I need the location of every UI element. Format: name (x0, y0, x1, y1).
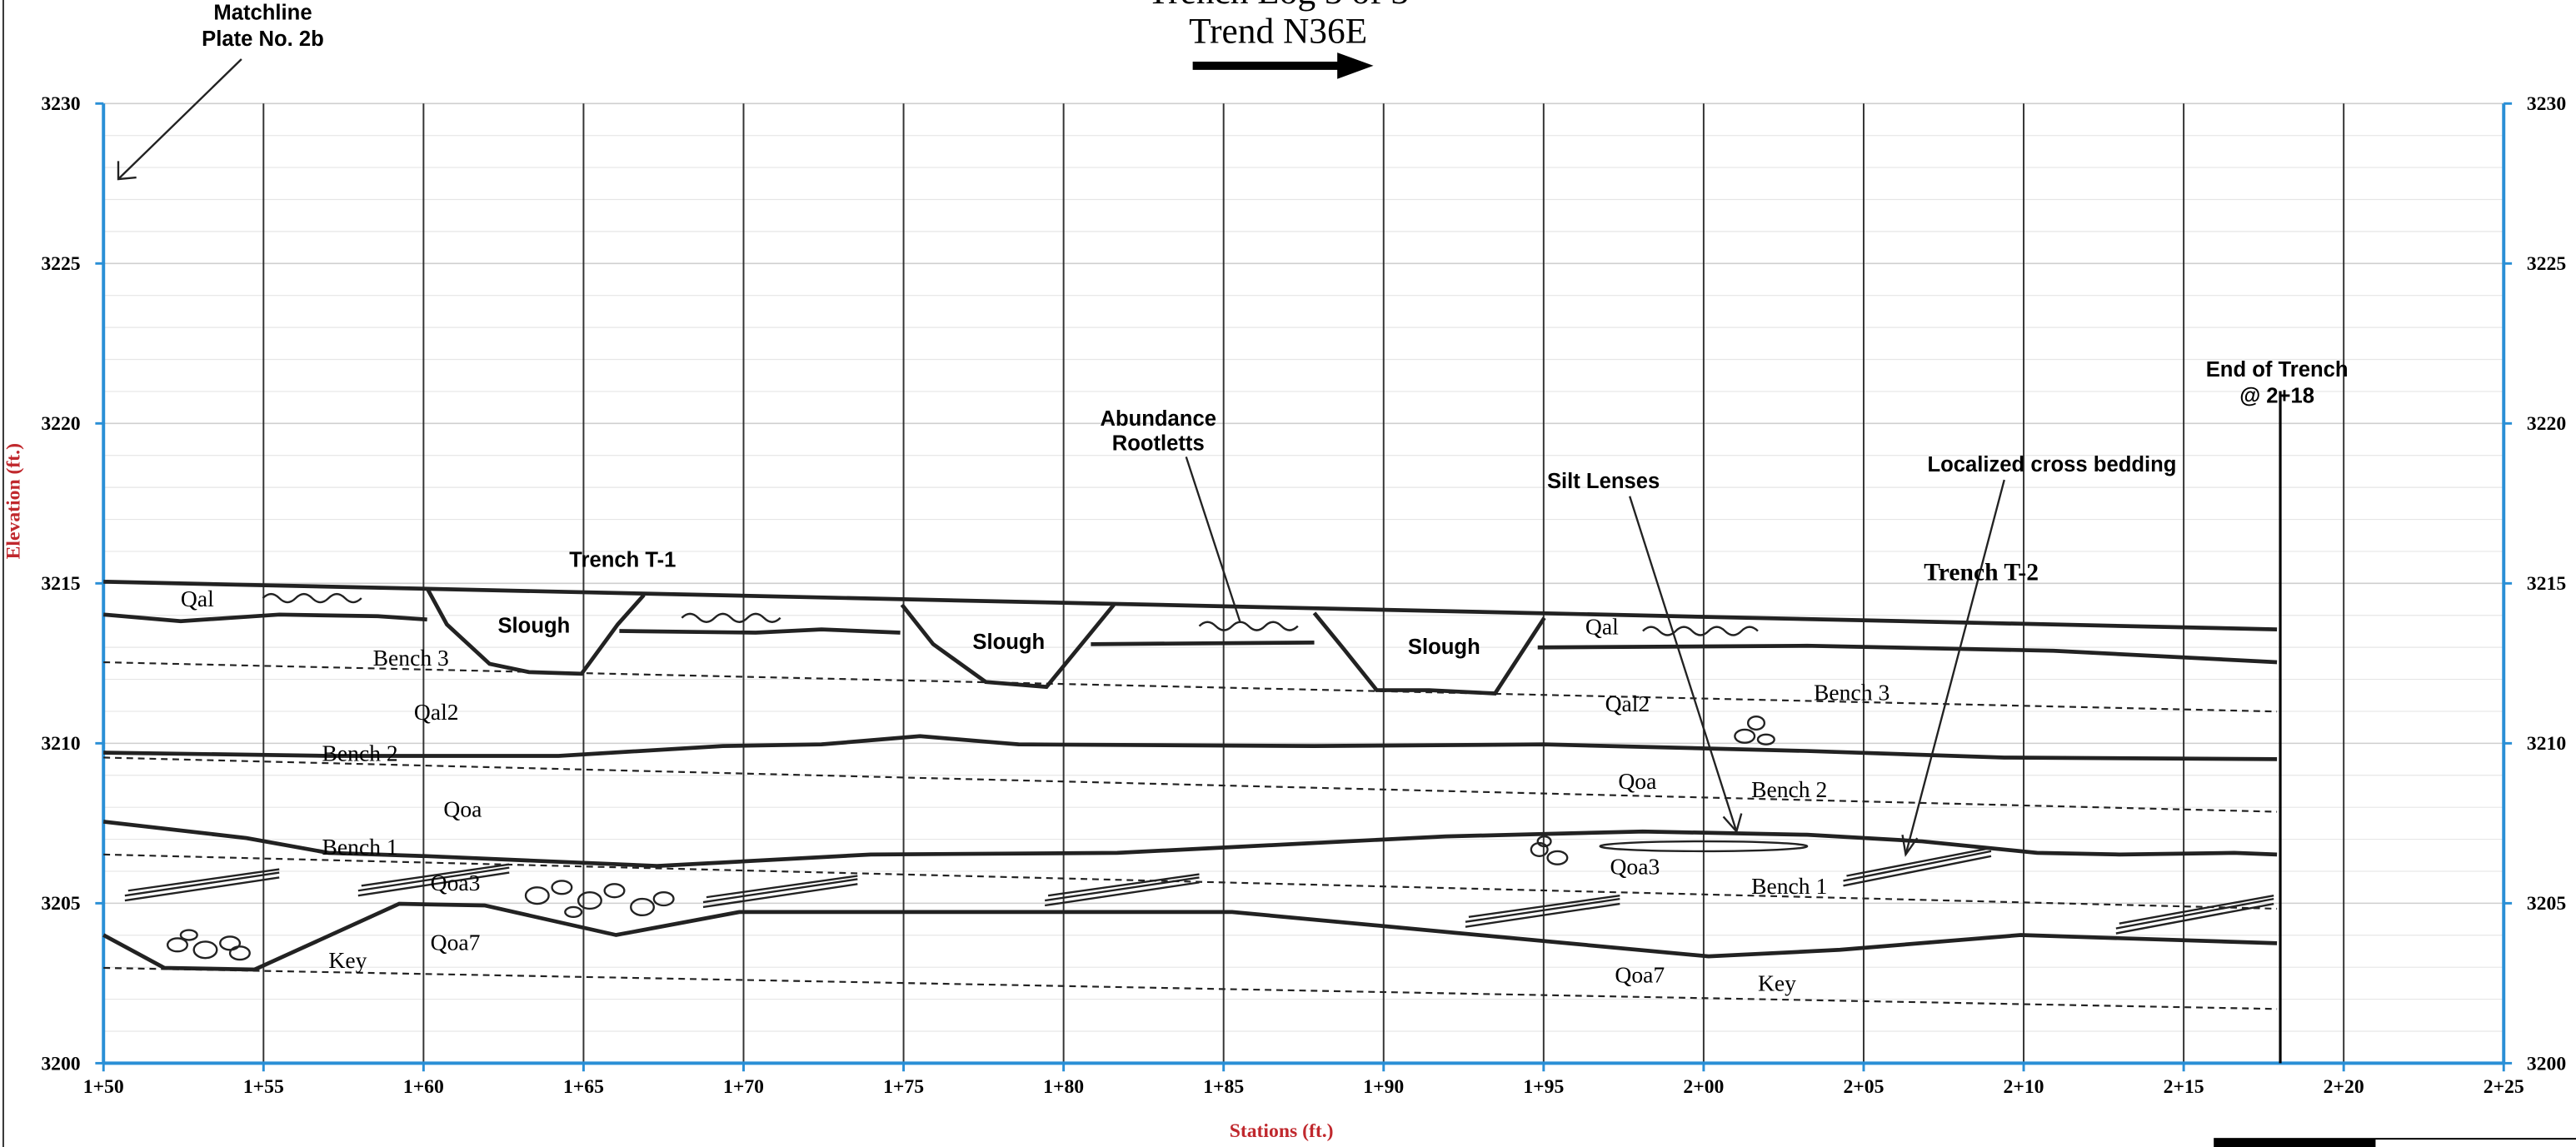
trench-log: Trench Log 3 of 3 Trend N36E Matchline P… (0, 0, 2576, 1147)
bench-label: Bench 1 (322, 834, 397, 860)
annotation: End of Trench (2206, 358, 2349, 382)
y-tick-label: 3230 (2527, 93, 2566, 115)
x-tick-label: 2+10 (2004, 1076, 2044, 1098)
unit-label: Qoa3 (1610, 854, 1660, 880)
x-tick-label: 1+90 (1363, 1076, 1404, 1098)
annotation: Abundance (1100, 407, 1216, 431)
x-tick-label: 1+55 (243, 1076, 284, 1098)
bench-label: Bench 3 (373, 645, 449, 671)
y-tick-label: 3210 (41, 733, 80, 755)
annotation: Silt Lenses (1547, 470, 1660, 493)
bench-label: Bench 1 (1751, 873, 1827, 899)
page: Trench Log {"header": {"title": "Trench … (0, 0, 2576, 1147)
y-tick-label: 3225 (41, 253, 80, 275)
y-tick-label: 3225 (2527, 253, 2566, 275)
gravel (526, 880, 673, 916)
y-tick-label: 3230 (41, 93, 80, 115)
x-tick-label: 1+60 (403, 1076, 444, 1098)
annotation: @ 2+18 (2239, 384, 2314, 407)
bench-line (103, 968, 2277, 1009)
leader (1186, 456, 1241, 622)
x-tick-label: 2+00 (1683, 1076, 1724, 1098)
bench-label: Bench 3 (1814, 679, 1890, 705)
unit-label: Qoa (443, 795, 482, 821)
y-tick-label: 3220 (2527, 413, 2566, 435)
slough-label: Slough (497, 615, 570, 638)
annotation: Rootletts (1112, 432, 1205, 456)
scale-bar (2214, 1139, 2375, 1147)
matchline: Matchline (213, 2, 312, 25)
y-tick-label: 3200 (2527, 1053, 2566, 1075)
unit-label: Qal (181, 586, 214, 611)
unit-label: Key (328, 947, 367, 973)
y-tick-label: 3215 (2527, 573, 2566, 595)
unit-label: Qoa3 (431, 870, 481, 895)
unit-label: Key (1758, 970, 1796, 996)
gravel (167, 930, 250, 960)
trench-label: Trench T-2 (1924, 559, 2039, 586)
contact (1091, 642, 1314, 644)
cross-bedding (1465, 895, 1620, 926)
bench-label: Bench 2 (1751, 776, 1827, 802)
y-axis-label: Elevation (ft.) (3, 443, 25, 559)
contacts (103, 391, 2280, 1064)
x-tick-label: 1+80 (1043, 1076, 1084, 1098)
y-tick-label: 3220 (41, 413, 80, 435)
x-tick-label: 1+70 (723, 1076, 764, 1098)
x-tick-label: 1+75 (883, 1076, 924, 1098)
leader (118, 59, 242, 179)
x-tick-label: 1+95 (1523, 1076, 1564, 1098)
trench-label: Trench T-1 (569, 549, 676, 572)
unit-label: Qal2 (1605, 691, 1650, 716)
bench-label: Bench 2 (322, 740, 397, 765)
x-tick-label: 1+50 (83, 1076, 124, 1098)
y-tick-label: 3200 (41, 1053, 80, 1075)
gravel (1531, 836, 1567, 865)
matchline: Plate No. 2b (202, 27, 324, 51)
cross-bedding (1844, 848, 1991, 885)
contact (103, 904, 2277, 970)
y-tick-label: 3205 (41, 893, 80, 915)
y-tick-label: 3215 (41, 573, 80, 595)
bench-line (103, 757, 2277, 811)
y-tick-label: 3210 (2527, 733, 2566, 755)
unit-label: Qal (1585, 613, 1619, 639)
title: Trench Log 3 of 3 (1147, 0, 1409, 12)
unit-label: Qoa7 (431, 929, 481, 955)
cross-bedding (1045, 875, 1199, 905)
gravel (1735, 716, 1774, 745)
unit-label: Qoa7 (1615, 962, 1665, 988)
slough-label: Slough (1408, 636, 1480, 659)
trend-arrow-head (1337, 52, 1373, 79)
x-tick-label: 1+85 (1203, 1076, 1244, 1098)
x-tick-label: 2+25 (2484, 1076, 2524, 1098)
x-axis-label: Stations (ft.) (1230, 1120, 1334, 1142)
cross-bedding (125, 870, 279, 900)
contact (619, 630, 900, 633)
cross-bedding (2116, 895, 2274, 933)
x-tick-label: 2+20 (2324, 1076, 2364, 1098)
annotation: Localized cross bedding (1927, 453, 2176, 476)
unit-label: Qoa (1618, 768, 1656, 794)
x-tick-label: 1+65 (563, 1076, 604, 1098)
x-tick-label: 2+15 (2164, 1076, 2204, 1098)
leader (1905, 480, 2004, 855)
contact (1538, 646, 2277, 662)
x-tick-label: 2+05 (1843, 1076, 1884, 1098)
unit-label: Qal2 (414, 699, 459, 725)
trend: Trend N36E (1189, 11, 1367, 51)
contact (103, 736, 2277, 760)
slough-label: Slough (972, 631, 1045, 654)
bench-line (103, 855, 2277, 909)
body: Trench Log 3 of 3 Trend N36E Matchline P… (0, 0, 2576, 1147)
y-tick-label: 3205 (2527, 893, 2566, 915)
cross-bedding (703, 875, 857, 906)
